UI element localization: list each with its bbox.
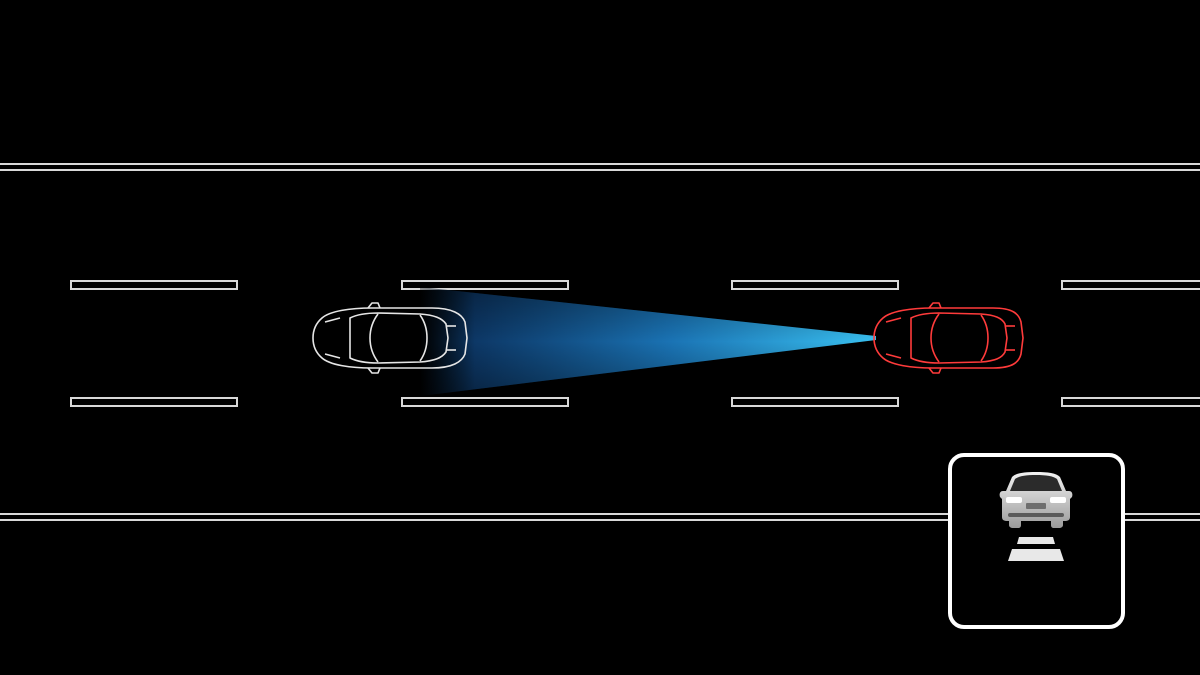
lane-dash bbox=[1061, 397, 1200, 407]
lane-dash bbox=[70, 397, 238, 407]
forward-collision-warning-indicator bbox=[948, 453, 1125, 629]
lane-dash bbox=[1061, 280, 1200, 290]
lane-dash bbox=[70, 280, 238, 290]
lane-dash bbox=[731, 280, 899, 290]
forward-collision-warning-icon bbox=[999, 472, 1073, 561]
distance-bars-icon bbox=[1008, 537, 1064, 561]
road-edge-bottom bbox=[0, 513, 1200, 521]
radar-beam-icon bbox=[420, 287, 876, 396]
lane-dash bbox=[731, 397, 899, 407]
target-vehicle-icon bbox=[873, 302, 1024, 374]
lane-dash bbox=[401, 280, 569, 290]
lane-dash bbox=[401, 397, 569, 407]
own-vehicle-icon bbox=[312, 302, 468, 374]
lead-car-rear-icon bbox=[999, 472, 1073, 528]
road-edge-top bbox=[0, 163, 1200, 171]
